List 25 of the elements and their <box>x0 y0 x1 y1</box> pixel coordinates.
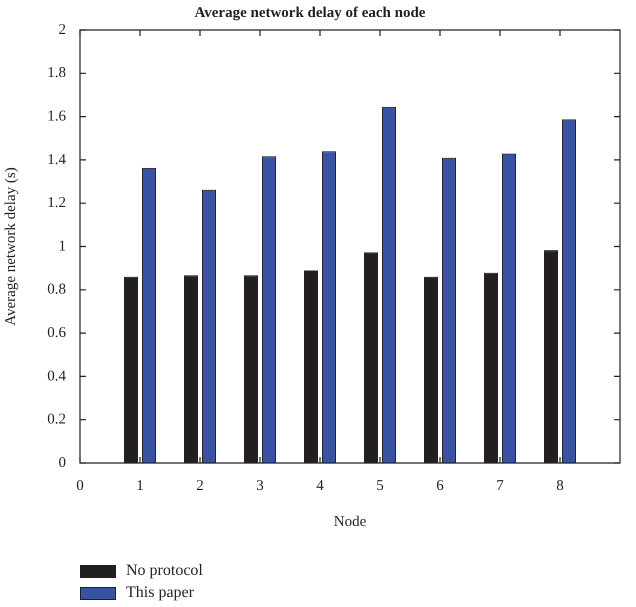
x-axis-title: Node <box>334 514 367 530</box>
y-axis-title: Average network delay (s) <box>2 167 19 326</box>
x-tick-label: 4 <box>316 478 324 494</box>
y-tick-label: 1.4 <box>47 152 66 168</box>
y-tick-label: 1.2 <box>47 195 66 212</box>
y-tick-label: 0.2 <box>47 412 66 428</box>
legend-label: No protocol <box>126 562 203 580</box>
y-tick-label: 1.8 <box>47 65 66 82</box>
y-tick-label: 0.8 <box>47 282 66 298</box>
x-tick-label: 5 <box>376 478 384 494</box>
x-tick-label: 2 <box>196 478 204 494</box>
x-tick-label: 7 <box>496 478 504 494</box>
x-tick-label: 8 <box>556 478 564 494</box>
y-tick-label: 0.4 <box>47 368 66 384</box>
x-tick-label: 0 <box>76 478 84 494</box>
x-tick-label: 3 <box>256 478 264 494</box>
chart-title: Average network delay of each node <box>194 4 426 21</box>
x-tick-label: 6 <box>436 478 444 494</box>
y-tick-label: 0 <box>58 454 66 471</box>
x-tick-label: 1 <box>136 478 144 494</box>
y-tick-label: 1.6 <box>47 108 66 125</box>
y-tick-label: 1 <box>58 238 66 254</box>
legend-label: This paper <box>126 584 194 602</box>
y-tick-label: 2 <box>58 22 66 38</box>
y-tick-label: 0.6 <box>47 325 66 342</box>
